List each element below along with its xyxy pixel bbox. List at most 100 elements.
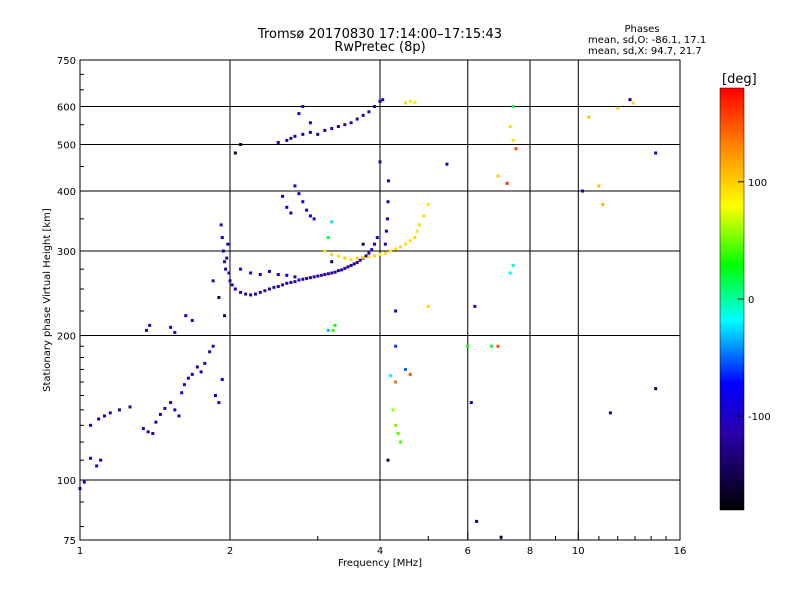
data-point-O	[158, 412, 162, 416]
data-point-X	[422, 214, 426, 218]
data-point-O	[308, 214, 312, 218]
data-point-O	[99, 458, 103, 462]
data-point-O	[378, 99, 382, 103]
data-point-O	[301, 277, 305, 281]
x-axis-label: Frequency [MHz]	[337, 558, 423, 569]
y-tick-label: 300	[57, 247, 76, 258]
data-point-X	[597, 184, 601, 188]
data-point-other	[473, 304, 477, 308]
data-point-O	[263, 289, 267, 293]
data-point-other	[394, 423, 398, 427]
data-point-other	[654, 387, 658, 391]
data-point-O	[253, 292, 257, 296]
data-point-O	[272, 285, 276, 289]
data-point-O	[361, 113, 365, 117]
data-point-other	[628, 98, 632, 102]
data-point-O	[293, 184, 297, 188]
data-point-O	[289, 280, 293, 284]
data-point-X	[508, 125, 512, 129]
data-point-O	[169, 401, 173, 405]
data-point-O	[305, 208, 309, 212]
x-axis-ticks: 1 2 4 6 8 10 16	[77, 532, 686, 557]
data-point-O	[145, 328, 149, 332]
data-point-X	[343, 256, 347, 260]
y-tick-label: 100	[57, 476, 76, 487]
data-point-O	[373, 105, 377, 109]
y-tick-label: 750	[57, 56, 76, 67]
data-point-O	[217, 401, 221, 405]
phase-stats-x: mean, sd,X: 94.7, 21.7	[588, 46, 702, 57]
data-point-O	[239, 267, 243, 271]
phase-stats-o: mean, sd,O: -86.1, 17.1	[588, 35, 707, 46]
data-point-other	[514, 147, 518, 151]
colorbar-tick-label: -100	[748, 412, 771, 423]
data-point-O	[148, 323, 152, 327]
phases-heading: Phases	[624, 24, 660, 35]
data-point-O	[223, 260, 227, 264]
data-point-O	[333, 270, 337, 274]
data-point-O	[375, 236, 379, 240]
data-point-other	[378, 160, 382, 164]
data-point-O	[340, 268, 344, 272]
data-point-other	[408, 372, 412, 376]
data-point-X	[336, 254, 340, 258]
data-point-O	[285, 205, 289, 209]
data-point-X	[323, 249, 327, 253]
data-point-X	[426, 202, 430, 206]
data-point-O	[220, 236, 224, 240]
data-point-other	[505, 181, 509, 185]
data-point-other	[399, 440, 403, 444]
data-point-X	[601, 202, 605, 206]
data-point-O	[89, 456, 93, 460]
data-point-O	[285, 281, 289, 285]
data-point-O	[364, 254, 368, 258]
data-point-O	[281, 283, 285, 287]
data-point-other	[511, 263, 515, 267]
data-point-other	[331, 328, 335, 332]
x-tick-label: 1	[77, 546, 83, 557]
data-point-X	[389, 249, 393, 253]
x-tick-label: 8	[527, 546, 533, 557]
data-point-O	[89, 423, 93, 427]
data-point-X	[367, 255, 371, 259]
y-tick-label: 400	[57, 187, 76, 198]
data-point-O	[169, 325, 173, 329]
data-point-other	[386, 458, 390, 462]
y-axis-label: Stationary phase Virtual Height [km]	[42, 208, 53, 392]
data-point-other	[333, 323, 337, 327]
y-axis-ticks: 75 100 200 300 400 500 600 750	[57, 56, 680, 547]
data-point-X	[355, 256, 359, 260]
data-point-O	[154, 420, 158, 424]
data-point-O	[336, 269, 340, 273]
data-point-O	[301, 105, 305, 109]
data-point-O	[293, 134, 297, 138]
data-point-O	[141, 427, 145, 431]
chart-subtitle: RwPretec (8p)	[334, 40, 426, 55]
data-point-O	[330, 271, 334, 275]
data-point-other	[654, 151, 658, 155]
y-tick-label: 600	[57, 103, 76, 114]
colorbar-tick-label: 0	[748, 295, 754, 306]
data-point-X	[408, 239, 412, 243]
data-point-O	[211, 344, 215, 348]
data-point-O	[308, 121, 312, 125]
data-point-X	[587, 115, 591, 119]
data-point-O	[343, 123, 347, 127]
data-point-X	[413, 100, 417, 104]
data-point-O	[349, 121, 353, 125]
data-point-O	[239, 290, 243, 294]
x-tick-label: 4	[377, 546, 383, 557]
data-point-O	[352, 262, 356, 266]
data-point-X	[415, 229, 419, 233]
data-point-other	[394, 380, 398, 384]
data-point-other	[581, 189, 585, 193]
data-point-X	[496, 174, 500, 178]
data-point-O	[208, 350, 212, 354]
data-point-X	[394, 247, 398, 251]
data-point-X	[616, 106, 620, 110]
data-point-O	[213, 394, 217, 398]
data-point-O	[184, 314, 188, 318]
data-point-other	[396, 432, 400, 436]
data-point-O	[386, 179, 390, 183]
data-point-other	[391, 408, 395, 412]
